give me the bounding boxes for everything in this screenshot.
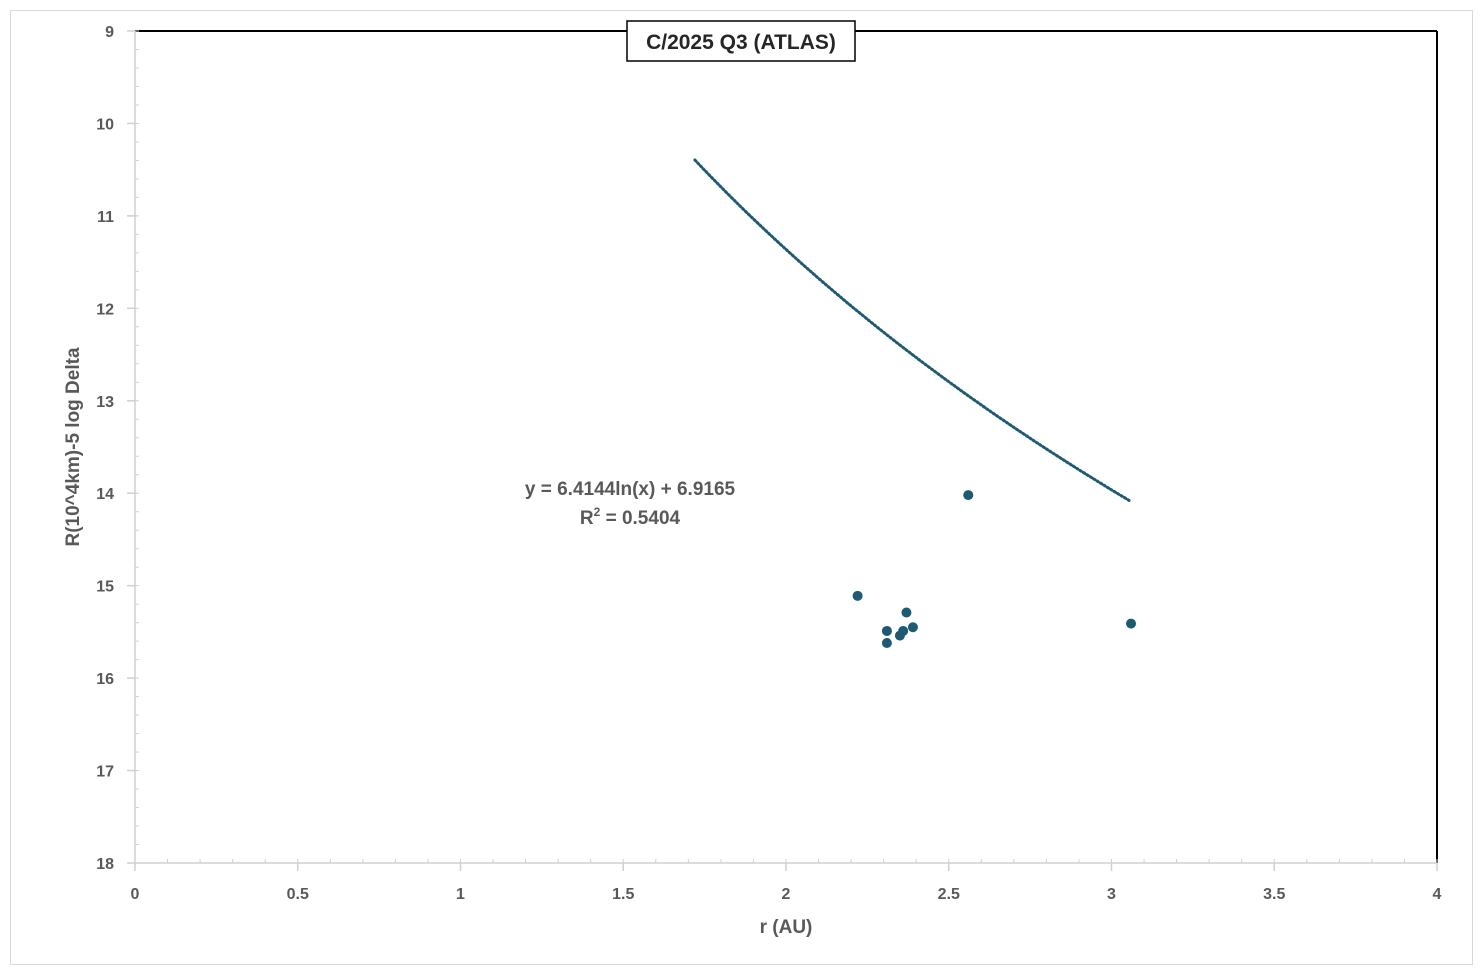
trendline-label: y = 6.4144ln(x) + 6.9165 R2 = 0.5404	[525, 479, 736, 529]
data-point	[1126, 618, 1137, 629]
data-point	[898, 625, 909, 636]
data-point	[881, 637, 892, 648]
data-points	[852, 490, 1137, 648]
data-point	[852, 590, 863, 601]
x-tick-label: 3	[1107, 886, 1116, 903]
y-axis-title: R(10^4km)-5 log Delta	[63, 347, 84, 546]
x-tick-label: 2.5	[938, 886, 960, 903]
data-point	[907, 622, 918, 633]
chart-title-box: C/2025 Q3 (ATLAS)	[626, 20, 856, 62]
trendline-equation: y = 6.4144ln(x) + 6.9165	[525, 479, 736, 500]
x-tick-label: 1.5	[612, 886, 634, 903]
y-tick-label: 18	[96, 856, 114, 873]
trendline	[693, 158, 1133, 504]
data-point	[963, 490, 974, 501]
x-tick-label: 0.5	[287, 886, 309, 903]
r2-value: = 0.5404	[600, 508, 680, 529]
title-border	[626, 20, 856, 62]
data-point	[881, 625, 892, 636]
y-tick-label: 11	[97, 209, 114, 226]
y-tick-label: 12	[96, 301, 114, 318]
trendline-path	[693, 158, 1133, 504]
x-tick-label: 2	[782, 886, 791, 903]
axes	[134, 30, 1438, 864]
y-tick-label: 14	[96, 486, 114, 503]
y-tick-label: 17	[96, 764, 114, 781]
y-tick-label: 13	[96, 394, 114, 411]
r2-prefix: R	[580, 508, 594, 529]
data-point	[901, 607, 912, 618]
y-tick-label: 10	[96, 116, 114, 133]
chart-title: C/2025 Q3 (ATLAS)	[646, 31, 836, 54]
x-axis-title: r (AU)	[760, 917, 813, 938]
r2-superscript: 2	[594, 505, 601, 519]
ticks: 9 10 11 12 13 14 15 16 17 18 0 0.5 1 1.5 2 2.5 3 3.5 4	[96, 24, 1441, 903]
y-tick-label: 16	[96, 671, 114, 688]
trendline-r2: R2 = 0.5404	[580, 505, 681, 529]
x-tick-label: 3.5	[1263, 886, 1285, 903]
chart-area	[10, 10, 1473, 965]
x-tick-label: 0	[131, 886, 140, 903]
y-tick-label: 15	[96, 579, 114, 596]
x-tick-label: 4	[1433, 886, 1442, 903]
y-tick-label: 9	[105, 24, 114, 41]
x-tick-label: 1	[456, 886, 465, 903]
